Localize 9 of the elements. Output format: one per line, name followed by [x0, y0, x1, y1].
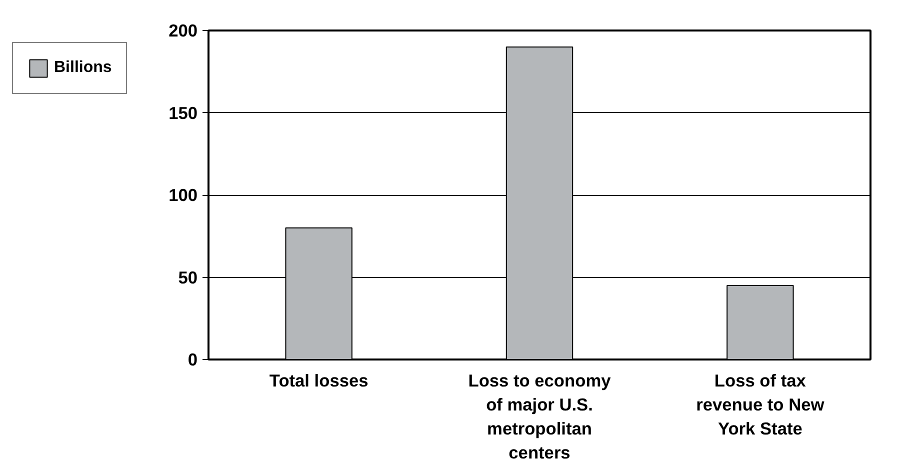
y-tick-label: 50 — [178, 267, 198, 288]
legend-label: Billions — [54, 59, 112, 77]
y-tick-label: 150 — [168, 102, 198, 123]
y-tick-label: 200 — [168, 20, 198, 40]
x-tick-label: Loss of tax revenue to New York State — [696, 370, 825, 438]
y-tick-label: 100 — [168, 185, 198, 205]
y-tick-label: 0 — [188, 350, 198, 370]
x-tick-label: Total losses — [269, 370, 368, 390]
x-tick-label: Loss to economy of major U.S. metropolitan centers — [468, 370, 612, 462]
